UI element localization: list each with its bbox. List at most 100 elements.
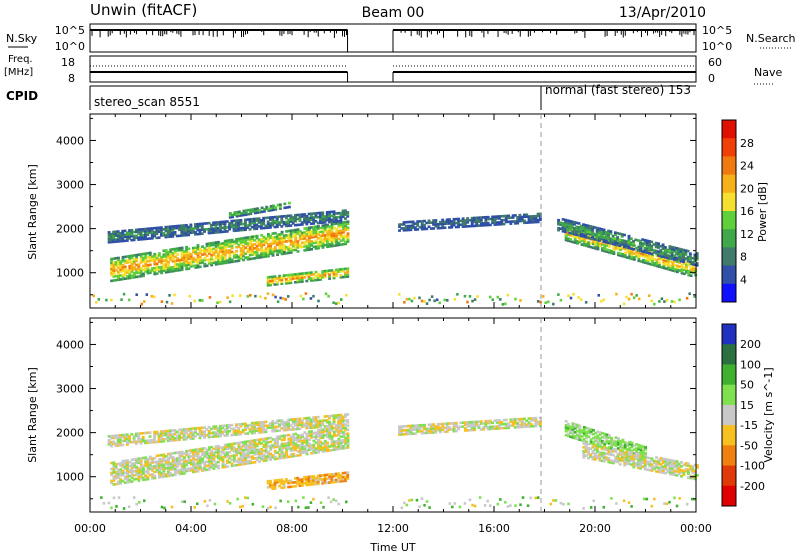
echo-cell — [466, 423, 470, 426]
echo-cell — [598, 231, 601, 234]
echo-cell — [423, 425, 426, 429]
echo-cell — [203, 450, 207, 454]
echo-cell — [326, 231, 329, 235]
echo-cell — [203, 468, 207, 472]
echo-cell — [679, 260, 683, 263]
echo-cell — [153, 230, 156, 234]
echo-cell — [287, 233, 291, 237]
echo-cell — [266, 278, 270, 281]
echo-cell — [114, 268, 118, 272]
echo-cell — [652, 243, 656, 246]
echo-cell — [346, 275, 350, 278]
echo-speckle — [541, 295, 545, 298]
echo-cell — [639, 452, 643, 456]
echo-cell — [319, 211, 322, 215]
echo-cell — [267, 250, 270, 254]
echo-cell — [173, 457, 177, 461]
echo-cell — [167, 456, 170, 460]
echo-cell — [289, 437, 293, 440]
echo-cell — [253, 225, 256, 229]
echo-cell — [339, 221, 343, 225]
echo-cell — [621, 459, 624, 463]
echo-cell — [461, 421, 465, 424]
echo-cell — [132, 262, 136, 265]
echo-cell — [196, 456, 200, 459]
echo-speckle — [271, 293, 275, 297]
echo-speckle — [572, 292, 575, 296]
echo-cell — [475, 216, 479, 220]
echo-cell — [586, 452, 590, 456]
echo-cell — [584, 229, 588, 233]
echo-cell — [450, 422, 454, 425]
echo-cell — [173, 226, 177, 230]
echo-cell — [142, 272, 145, 276]
echo-cell — [507, 422, 511, 426]
echo-cell — [292, 234, 295, 238]
echo-cell — [151, 469, 154, 472]
echo-cell — [164, 235, 168, 239]
echo-cell — [678, 269, 682, 272]
echo-cell — [244, 424, 247, 428]
echo-cell — [148, 465, 152, 469]
echo-cell — [346, 421, 350, 424]
echo-cell — [112, 434, 116, 438]
echo-cell — [319, 230, 323, 234]
echo-cell — [278, 480, 281, 484]
echo-cell — [273, 429, 277, 433]
echo-cell — [285, 206, 289, 209]
echo-cell — [603, 444, 607, 448]
echo-cell — [171, 229, 175, 232]
echo-cell — [566, 219, 570, 222]
echo-cell — [278, 423, 281, 426]
echo-cell — [221, 259, 225, 263]
echo-cell — [284, 428, 288, 432]
echo-cell — [664, 259, 668, 262]
echo-cell — [194, 470, 198, 473]
echo-cell — [176, 461, 179, 464]
echo-cell — [594, 243, 598, 246]
echo-speckle — [625, 295, 628, 299]
echo-cell — [121, 265, 125, 269]
echo-cell — [454, 429, 458, 433]
echo-cell — [144, 254, 148, 257]
echo-cell — [609, 232, 613, 235]
echo-cell — [237, 219, 241, 222]
echo-cell — [248, 237, 252, 241]
echo-cell — [205, 222, 209, 225]
echo-cell — [594, 235, 598, 238]
echo-cell — [303, 217, 306, 220]
echo-cell — [146, 237, 150, 241]
echo-cell — [262, 251, 266, 255]
echo-cell — [132, 272, 136, 275]
echo-cell — [273, 231, 277, 235]
echo-cell — [153, 266, 157, 270]
echo-cell — [434, 429, 438, 432]
echo-cell — [443, 426, 447, 430]
echo-cell — [486, 221, 490, 225]
echo-cell — [328, 225, 332, 228]
echo-cell — [610, 440, 614, 444]
echo-cell — [203, 460, 207, 464]
echo-cell — [151, 259, 154, 262]
echo-cell — [328, 437, 332, 440]
echo-cell — [267, 456, 270, 460]
echo-cell — [287, 237, 291, 241]
echo-cell — [269, 275, 272, 279]
echo-cell — [411, 222, 415, 226]
echo-cell — [221, 254, 225, 257]
echo-cell — [309, 426, 313, 429]
echo-cell — [346, 226, 350, 229]
cpid-label: CPID — [6, 89, 38, 103]
echo-cell — [523, 219, 526, 223]
echo-cell — [645, 247, 649, 250]
echo-cell — [237, 443, 241, 447]
echo-cell — [328, 231, 332, 234]
echo-cell — [337, 243, 341, 247]
echo-cell — [262, 459, 266, 463]
echo-cell — [176, 257, 179, 260]
echo-cell — [402, 223, 406, 226]
echo-cell — [582, 227, 585, 230]
echo-cell — [214, 257, 218, 260]
echo-cell — [167, 266, 170, 270]
echo-cell — [255, 250, 259, 254]
